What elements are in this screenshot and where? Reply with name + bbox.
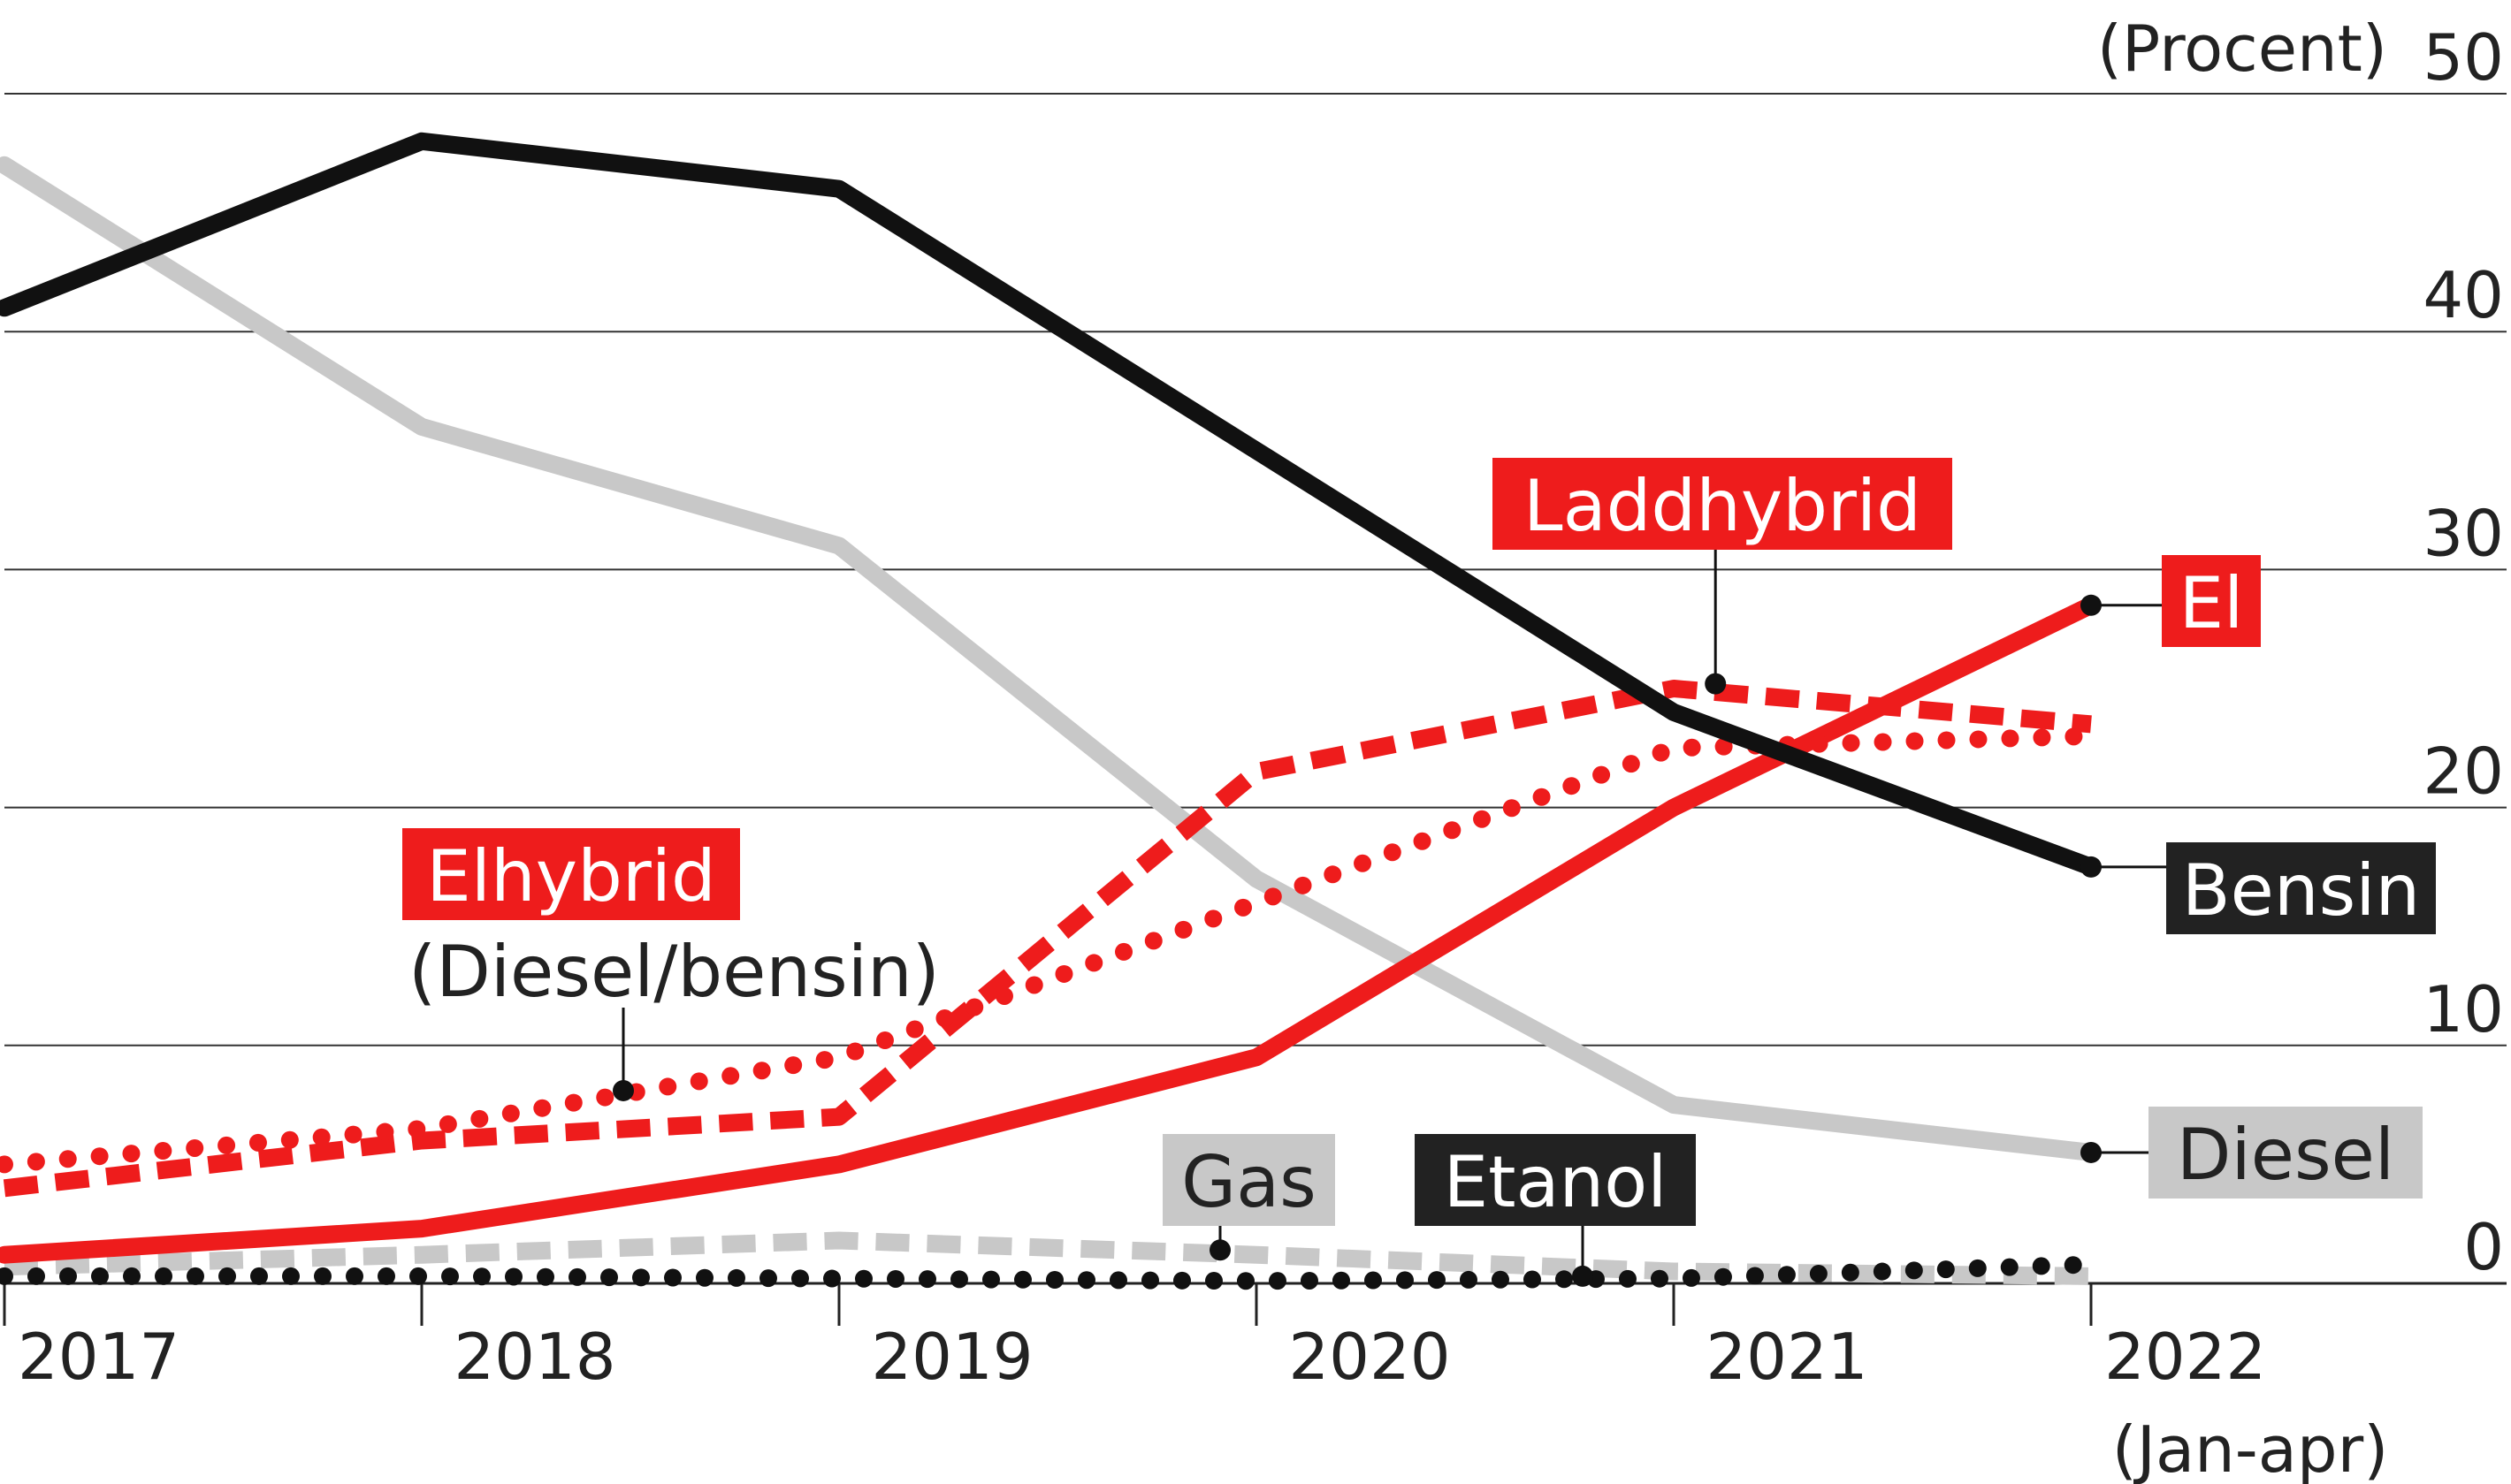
label-box-el xyxy=(2162,555,2261,647)
series-labels: El Bensin Diesel Laddhybrid Elhybrid (Diesel/… xyxy=(402,458,2436,1287)
y-tick-label: 50 xyxy=(2423,20,2504,95)
y-tick-label: 30 xyxy=(2423,496,2504,570)
label-laddhybrid: Laddhybrid xyxy=(1523,465,1921,547)
label-elhybrid-sub: (Diesel/bensin) xyxy=(408,931,940,1013)
series-line-laddhybrid xyxy=(3,680,2092,1198)
leader-dot xyxy=(2080,856,2102,878)
label-box-elhybrid xyxy=(402,828,740,920)
leader-dot xyxy=(1210,1239,1231,1261)
label-gas: Gas xyxy=(1181,1141,1317,1223)
series-line-etanol xyxy=(0,1255,2100,1290)
x-tick-label: 2019 xyxy=(871,1320,1033,1394)
label-box-bensin xyxy=(2166,842,2436,934)
x-tick-label: 2021 xyxy=(1706,1320,1867,1394)
y-tick-label: 40 xyxy=(2423,258,2504,332)
series-line-gas xyxy=(4,1231,2092,1285)
x-tick-label: 2020 xyxy=(1288,1320,1450,1394)
label-elhybrid: Elhybrid xyxy=(426,835,716,917)
x-axis-note: (Jan-apr) xyxy=(2112,1412,2389,1484)
y-tick-label: 0 xyxy=(2463,1210,2504,1284)
x-tick-label: 2018 xyxy=(454,1320,615,1394)
x-tick-label: 2022 xyxy=(2104,1320,2266,1394)
x-axis: 2017 2018 2019 2020 2021 2022 xyxy=(3,1283,2266,1394)
leader-dot xyxy=(1705,673,1727,695)
gridlines xyxy=(4,93,2507,1285)
series-lines xyxy=(0,132,2100,1290)
y-axis: 0 10 20 30 40 50 xyxy=(2423,20,2504,1284)
series-line-diesel xyxy=(0,156,2100,1161)
series-line-el xyxy=(0,596,2100,1264)
label-box-etanol xyxy=(1415,1134,1696,1226)
x-tick-label: 2017 xyxy=(18,1320,179,1394)
series-line-elhybrid xyxy=(0,727,2100,1174)
series-line-bensin xyxy=(0,132,2100,876)
leader-dot xyxy=(1572,1265,1593,1287)
label-bensin: Bensin xyxy=(2182,849,2420,932)
leader-dot xyxy=(2080,1141,2102,1163)
label-box-laddhybrid xyxy=(1492,458,1952,550)
label-box-diesel xyxy=(2148,1107,2423,1199)
leader-dot xyxy=(613,1079,634,1101)
label-etanol: Etanol xyxy=(1444,1141,1668,1223)
y-tick-label: 20 xyxy=(2423,734,2504,809)
label-box-gas xyxy=(1163,1134,1335,1226)
label-diesel: Diesel xyxy=(2177,1114,2394,1196)
leader-dot xyxy=(2080,594,2102,616)
label-el: El xyxy=(2179,562,2244,644)
y-axis-title: (Procent) xyxy=(2097,11,2387,86)
y-tick-label: 10 xyxy=(2423,972,2504,1046)
